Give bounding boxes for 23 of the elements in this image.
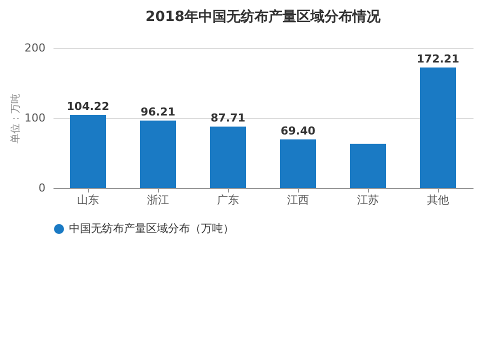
y-tick-label: 0 xyxy=(38,182,46,194)
legend-label: 中国无纺布产量区域分布（万吨） xyxy=(69,222,234,235)
bar xyxy=(210,126,246,188)
x-tick-label: 山东 xyxy=(77,194,99,206)
x-tick-label: 广东 xyxy=(217,194,239,206)
bar xyxy=(140,120,176,188)
bar xyxy=(280,139,316,188)
y-tick-label: 100 xyxy=(24,112,46,124)
data-label: 96.21 xyxy=(140,106,176,119)
data-label: 104.22 xyxy=(66,100,110,114)
x-tick-label: 江苏 xyxy=(357,194,379,206)
x-tick-label: 浙江 xyxy=(147,194,169,206)
bar xyxy=(350,144,386,188)
x-tick-label: 江西 xyxy=(287,194,309,206)
bar xyxy=(70,115,106,188)
data-label: 69.40 xyxy=(280,124,316,138)
y-axis-title: 单位：万吨 xyxy=(10,94,22,144)
data-label: 172.21 xyxy=(416,52,460,66)
x-tick-label: 其他 xyxy=(427,194,449,206)
bar xyxy=(420,67,456,188)
data-label: 87.71 xyxy=(210,112,246,125)
y-tick-label: 200 xyxy=(24,42,46,54)
chart-title: 2018年中国无纺布产量区域分布情况 xyxy=(146,8,382,25)
